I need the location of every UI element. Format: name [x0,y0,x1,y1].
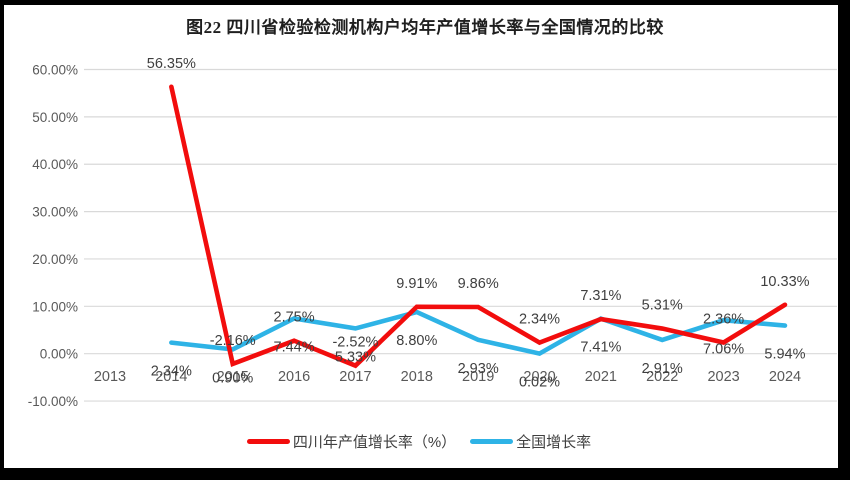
x-axis-label: 2015 [217,369,249,385]
x-axis-label: 2017 [339,369,371,385]
legend-label-national: 全国增长率 [516,434,592,451]
data-label: 7.31% [580,288,621,304]
data-label: 8.80% [396,333,437,349]
legend-item-sichuan: 四川年产值增长率（%） [246,431,457,452]
x-axis-label: 2023 [707,369,739,385]
x-axis-label: 2021 [585,369,617,385]
data-label: 2.93% [458,361,499,377]
data-label: 2.34% [151,364,192,380]
data-label: 9.91% [396,276,437,292]
y-axis-tick-label: 60.00% [32,62,78,77]
data-label: 56.35% [147,56,196,72]
screen-edge-left [0,0,4,480]
x-axis-label: 2024 [769,369,801,385]
x-axis-label: 2019 [462,369,494,385]
data-label: 5.31% [642,298,683,314]
x-axis-label: 2013 [94,369,126,385]
data-label: 0.90% [212,370,253,386]
y-axis-tick-label: 40.00% [32,157,78,172]
x-axis-label: 2014 [155,369,187,385]
chart-title: 图22 四川省检验检测机构户均年产值增长率与全国情况的比较 [186,18,664,37]
x-axis-label: 2016 [278,369,310,385]
data-label: 7.44% [274,339,315,355]
x-axis-label: 2018 [401,369,433,385]
chart-legend: 四川年产值增长率（%） 全国增长率 [0,431,838,452]
data-label: -2.52% [332,335,378,351]
screen-edge-right [838,0,850,480]
data-label: 5.94% [764,347,805,363]
y-axis-tick-label: 0.00% [40,347,78,362]
data-label: 7.41% [580,340,621,356]
y-axis-tick-label: 30.00% [32,205,78,220]
y-axis-tick-label: 20.00% [32,252,78,267]
y-axis-tick-label: -10.00% [28,394,78,409]
data-label: 2.91% [642,361,683,377]
data-label: 2.34% [519,312,560,328]
legend-label-sichuan: 四川年产值增长率（%） [292,434,457,451]
y-axis-tick-label: 10.00% [32,299,78,314]
sichuan-series-line-icon [246,439,290,444]
national-series-line-icon [470,439,514,444]
screen-edge-top [0,0,850,5]
x-axis-label: 2022 [646,369,678,385]
y-axis-tick-label: 50.00% [32,110,78,125]
data-label: -2.16% [210,333,256,349]
data-label: 7.06% [703,341,744,357]
screen-edge-bottom [0,468,850,480]
series-line [169,84,788,369]
x-axis-label: 2020 [523,369,555,385]
data-label: 2.36% [703,312,744,328]
data-label: 0.02% [519,375,560,391]
legend-item-national: 全国增长率 [470,431,591,452]
series-line [169,309,788,357]
data-label: 2.75% [274,310,315,326]
data-label: 10.33% [760,274,809,290]
data-label: 5.33% [335,349,376,365]
data-label: 9.86% [458,276,499,292]
